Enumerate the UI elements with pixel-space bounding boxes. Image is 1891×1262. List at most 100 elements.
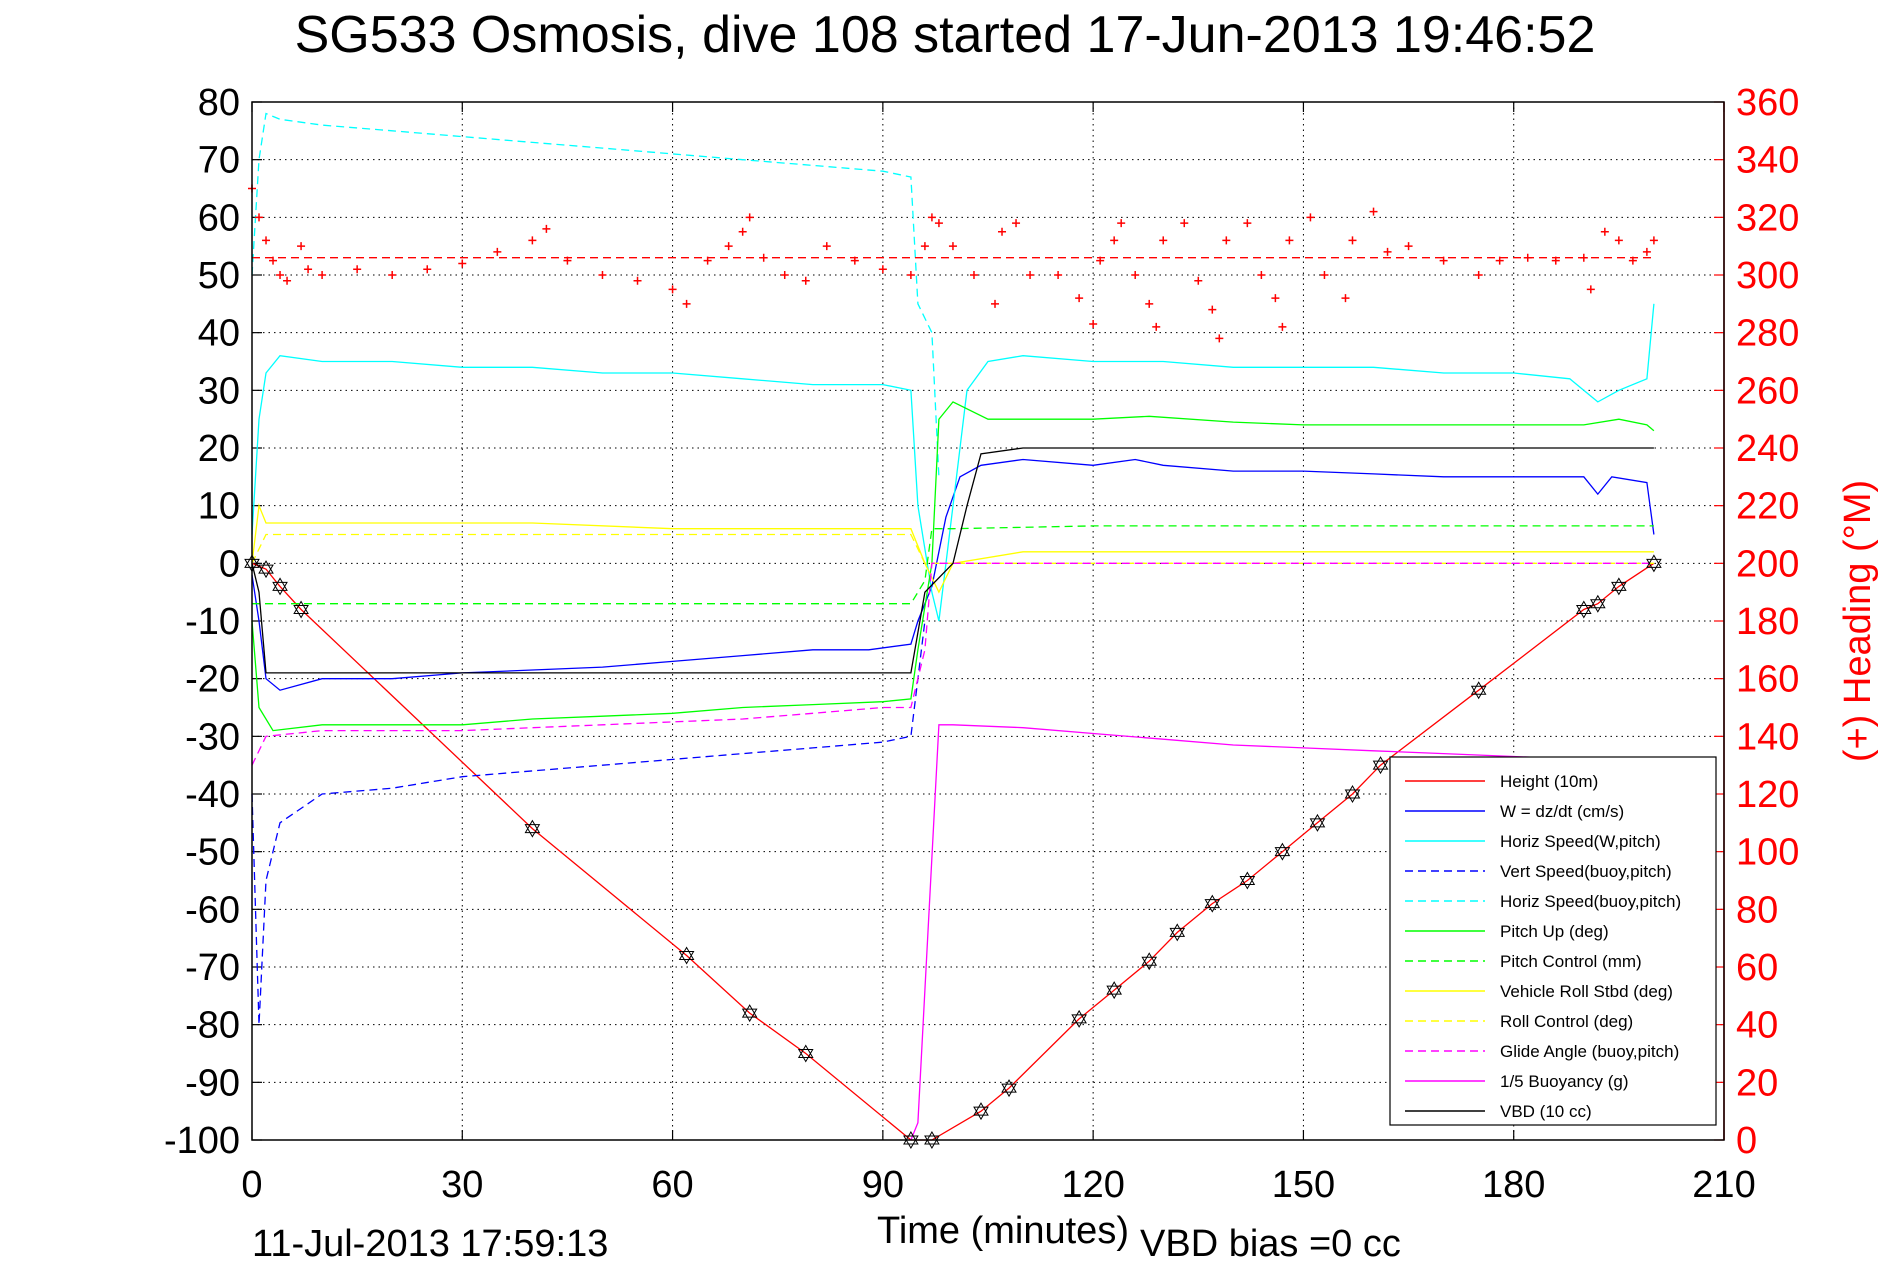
y-tick-label: -40 xyxy=(185,774,240,816)
y2-tick-label: 100 xyxy=(1736,832,1799,874)
heading-point xyxy=(1054,271,1063,279)
y2-tick-label: 280 xyxy=(1736,313,1799,355)
heading-point xyxy=(262,236,271,245)
heading-point xyxy=(1495,256,1504,265)
heading-point xyxy=(1152,322,1161,331)
y2-tick-label: 320 xyxy=(1736,197,1799,239)
depth-markers xyxy=(244,554,1662,1149)
heading-point xyxy=(318,271,327,279)
heading-point xyxy=(745,213,754,222)
y2-tick-label: 160 xyxy=(1736,659,1799,701)
heading-point xyxy=(269,256,278,265)
x-tick-labels: 0 30 60 90 120 150 180 210 xyxy=(241,1164,1755,1206)
y-tick-labels: 80 70 60 50 40 30 20 10 0 -10 -20 -30 -40 -50 -60 -70 -8… xyxy=(164,82,240,1162)
heading-point xyxy=(1369,207,1378,216)
series-heading xyxy=(248,184,1658,343)
y-tick-label: 0 xyxy=(219,543,240,585)
heading-point xyxy=(1404,242,1413,251)
legend-label: Pitch Control (mm) xyxy=(1500,952,1642,971)
y-tick-label: 30 xyxy=(198,370,240,412)
y2-tick-labels: 3603403203002802602402202001801601401201… xyxy=(1736,82,1799,1162)
series-roll-control-deg xyxy=(251,533,1654,564)
heading-point xyxy=(998,227,1007,236)
y2-tick-label: 360 xyxy=(1736,82,1799,124)
heading-point xyxy=(682,299,691,308)
depth-marker xyxy=(1239,871,1256,890)
x-tick-label: 30 xyxy=(441,1164,483,1206)
depth-marker xyxy=(258,560,274,579)
y2-tick-label: 180 xyxy=(1736,601,1799,643)
heading-point xyxy=(906,271,915,279)
heading-point xyxy=(1117,219,1126,228)
depth-marker xyxy=(741,1004,758,1023)
heading-point xyxy=(991,299,1000,308)
chart-title: SG533 Osmosis, dive 108 started 17-Jun-2… xyxy=(295,6,1596,64)
heading-point xyxy=(780,271,789,279)
y-tick-label: -60 xyxy=(185,889,240,931)
heading-point xyxy=(878,265,887,274)
y2-tick-label: 20 xyxy=(1736,1062,1778,1104)
heading-point xyxy=(948,242,957,251)
heading-point xyxy=(283,276,292,285)
depth-marker xyxy=(293,600,309,619)
x-tick-label: 210 xyxy=(1692,1164,1755,1206)
y-tick-label: -10 xyxy=(185,601,240,643)
heading-point xyxy=(255,213,264,222)
heading-point xyxy=(1586,285,1595,294)
heading-point xyxy=(1075,294,1084,303)
heading-point xyxy=(304,265,313,274)
heading-point xyxy=(493,247,502,256)
heading-point xyxy=(1222,236,1231,245)
heading-point xyxy=(458,259,467,268)
depth-marker xyxy=(797,1044,814,1063)
y2-tick-label: 0 xyxy=(1736,1120,1757,1162)
heading-point xyxy=(1306,213,1315,222)
heading-point xyxy=(1208,305,1217,314)
series-w-dz-dt-cm-s xyxy=(251,458,1655,691)
legend: Height (10m) W = dz/dt (cm/s) Horiz Speed(… xyxy=(1389,756,1717,1126)
y2-tick-label: 40 xyxy=(1736,1005,1778,1047)
x-tick-label: 0 xyxy=(241,1164,262,1206)
y-tick-label: -80 xyxy=(185,1005,240,1047)
heading-point xyxy=(822,242,831,251)
y2-tick-label: 140 xyxy=(1736,716,1799,758)
y2-tick-label: 200 xyxy=(1736,543,1799,585)
y2-tick-label: 80 xyxy=(1736,889,1778,931)
heading-point xyxy=(1271,294,1280,303)
depth-marker xyxy=(1470,681,1487,700)
depth-marker xyxy=(973,1102,989,1121)
depth-marker xyxy=(1001,1079,1017,1098)
depth-marker xyxy=(272,577,288,596)
legend-box xyxy=(1389,756,1717,1126)
heading-point xyxy=(801,276,810,285)
legend-label: W = dz/dt (cm/s) xyxy=(1500,802,1624,821)
depth-marker xyxy=(1344,785,1361,803)
y2-tick-label: 60 xyxy=(1736,947,1778,989)
heading-point xyxy=(598,271,607,279)
series-vehicle-roll-stbd-deg xyxy=(251,503,1654,594)
depth-marker xyxy=(1274,842,1291,861)
series-vbd-10-cc xyxy=(251,447,1654,674)
heading-point xyxy=(276,271,285,279)
legend-label: Pitch Up (deg) xyxy=(1500,922,1609,941)
legend-items: Height (10m) W = dz/dt (cm/s) Horiz Speed(… xyxy=(1405,772,1681,1121)
x-axis-label: Time (minutes) xyxy=(877,1210,1129,1252)
series-glide-angle-buoy-pitch xyxy=(251,562,1654,766)
depth-marker xyxy=(1169,923,1186,942)
heading-point xyxy=(1012,219,1021,228)
y-tick-label: -50 xyxy=(185,832,240,874)
legend-label: Glide Angle (buoy,pitch) xyxy=(1500,1042,1679,1061)
depth-marker xyxy=(524,819,541,838)
footer-bias: VBD bias =0 cc xyxy=(1140,1223,1401,1262)
heading-point xyxy=(633,276,642,285)
depth-marker xyxy=(1071,1009,1087,1028)
legend-label: Roll Control (deg) xyxy=(1500,1012,1633,1031)
depth-marker xyxy=(1590,594,1606,613)
heading-point xyxy=(1110,236,1119,245)
y-tick-label: -100 xyxy=(164,1120,240,1162)
heading-point xyxy=(1089,320,1098,329)
y-tick-label: 20 xyxy=(198,428,240,470)
depth-marker xyxy=(924,1131,940,1149)
heading-point xyxy=(1341,294,1350,303)
heading-point xyxy=(920,242,929,251)
